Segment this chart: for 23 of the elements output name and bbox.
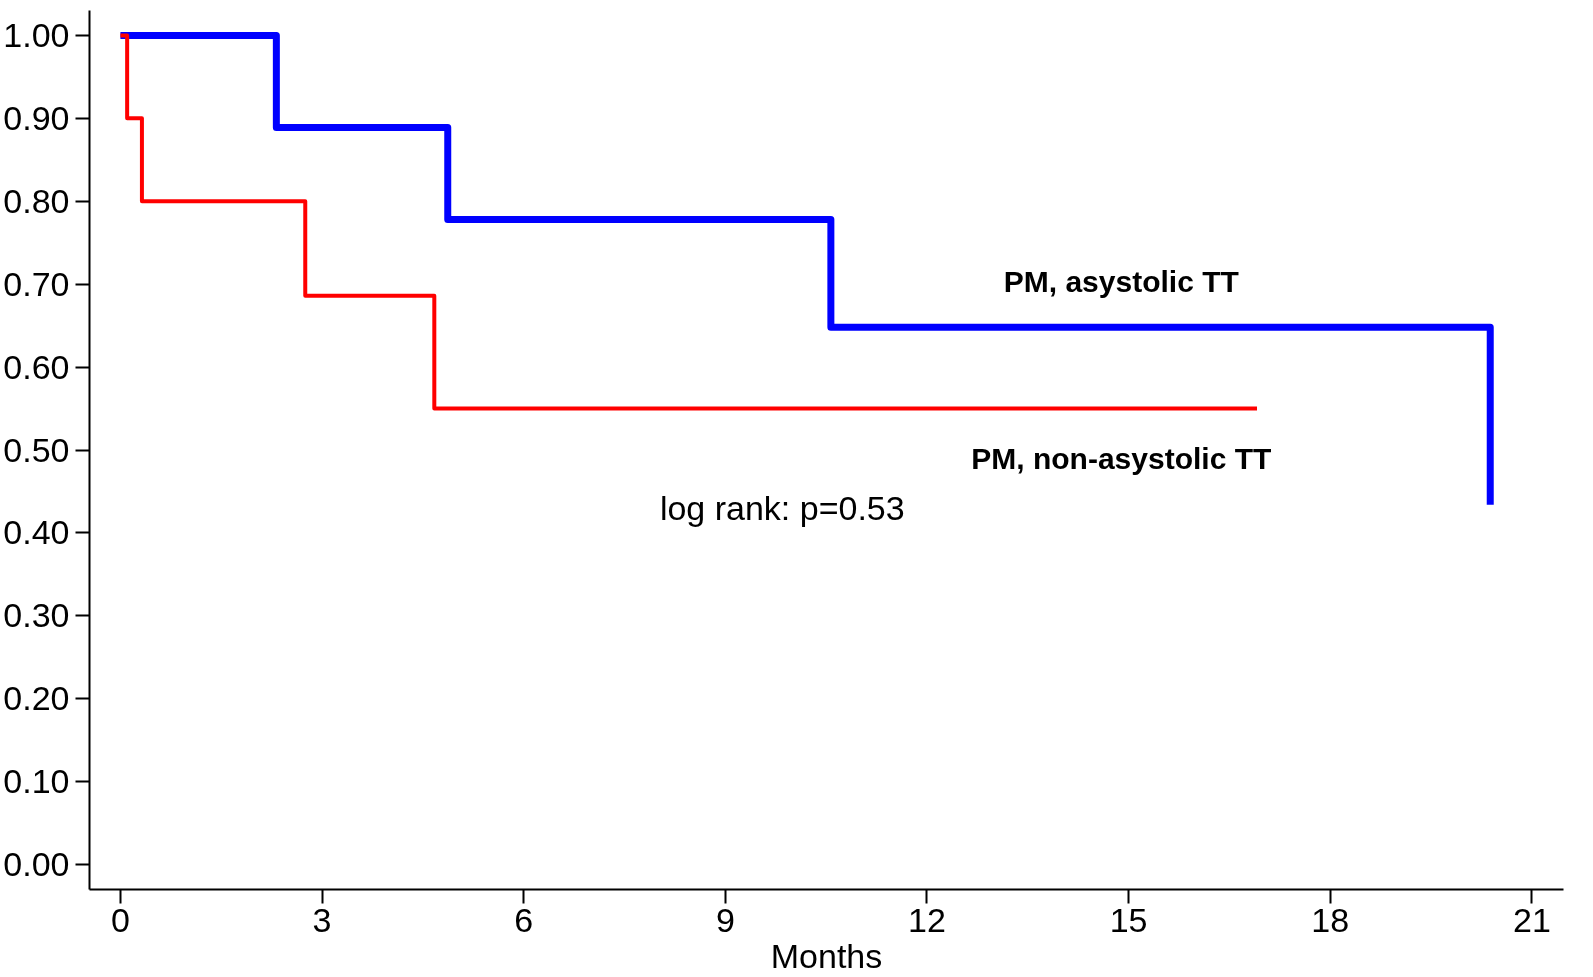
y-tick-label: 1.00 (3, 15, 70, 54)
x-axis-title: Months (770, 936, 883, 975)
y-tick-label: 0.80 (3, 181, 70, 220)
y-tick-label: 0.20 (3, 679, 70, 718)
y-tick-label: 0.40 (3, 513, 70, 552)
series-label: PM, asystolic TT (1003, 265, 1239, 299)
x-tick-label: 21 (1513, 900, 1551, 939)
x-tick-label: 3 (312, 900, 332, 939)
y-tick-label: 0.30 (3, 596, 70, 635)
x-tick-label: 12 (908, 900, 946, 939)
y-tick-label: 0.50 (3, 430, 70, 469)
y-tick-label: 0.90 (3, 98, 70, 137)
x-tick-label: 15 (1109, 900, 1148, 939)
y-tick-label: 0.10 (3, 762, 70, 801)
y-tick-label: 0.70 (3, 264, 70, 303)
series-label: PM, non-asystolic TT (971, 441, 1272, 475)
y-tick-label: 0.00 (3, 845, 70, 884)
x-tick-label: 0 (110, 900, 130, 939)
annotation: log rank: p=0.53 (659, 489, 905, 528)
x-tick-label: 9 (715, 900, 735, 939)
y-tick-label: 0.60 (3, 347, 70, 386)
x-tick-label: 6 (514, 900, 534, 939)
x-tick-label: 18 (1311, 900, 1350, 939)
